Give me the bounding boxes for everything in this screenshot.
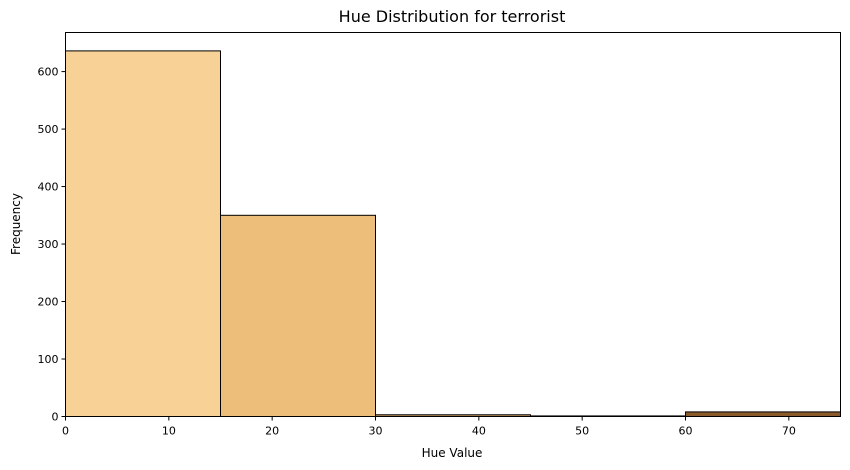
plot-frame [65,32,841,417]
bars-group [65,50,841,418]
x-tick-label-7: 70 [782,425,796,438]
histogram-bar-0 [65,50,221,418]
y-tick-label-1: 100 [38,353,59,366]
x-tick-label-1: 10 [162,425,176,438]
histogram-bar-1 [220,214,376,417]
x-tick-label-4: 40 [472,425,486,438]
y-tick-label-3: 300 [38,238,59,251]
y-tick-label-6: 600 [38,66,59,79]
x-tick-label-0: 0 [62,425,69,438]
y-tick-label-0: 0 [52,411,59,424]
y-axis-label: Frequency [9,193,23,255]
x-axis-ticks: 0 10 20 30 40 50 60 70 [62,416,796,438]
x-tick-label-2: 20 [265,425,279,438]
y-axis-ticks: 0 100 200 300 400 500 600 [38,66,66,424]
x-tick-label-3: 30 [369,425,383,438]
y-tick-label-2: 200 [38,296,59,309]
x-tick-label-6: 60 [679,425,693,438]
x-axis-label: Hue Value [422,446,483,460]
y-tick-label-4: 400 [38,181,59,194]
y-tick-label-5: 500 [38,123,59,136]
histogram-bar-4 [685,411,841,417]
x-tick-label-5: 50 [575,425,589,438]
chart-title: Hue Distribution for terrorist [339,7,566,26]
